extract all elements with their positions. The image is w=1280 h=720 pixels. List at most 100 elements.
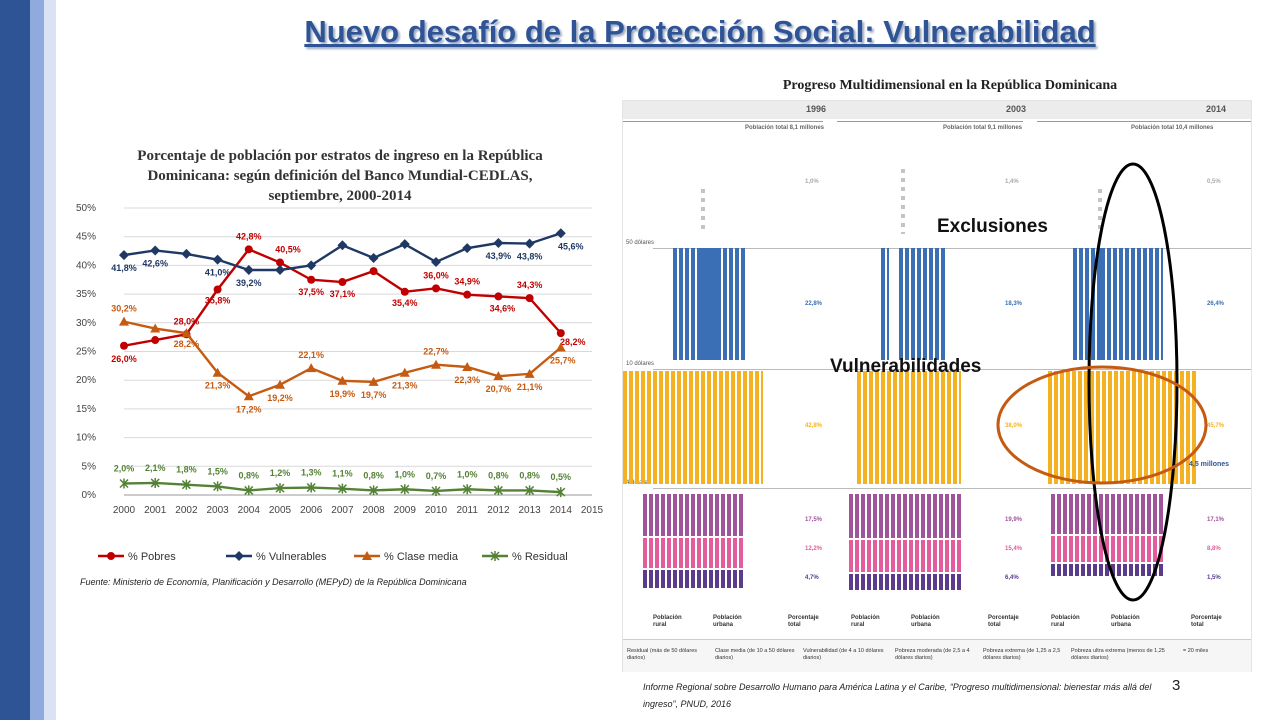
data-point bbox=[181, 479, 191, 490]
data-label: 0,8% bbox=[239, 470, 260, 480]
data-point bbox=[119, 478, 129, 489]
footer-total: Porcentaje total bbox=[988, 615, 1019, 628]
data-label: 45,6% bbox=[558, 241, 584, 251]
data-point bbox=[276, 258, 284, 267]
side-bar-pale bbox=[44, 0, 56, 720]
data-label: 34,9% bbox=[454, 277, 480, 287]
year-divider bbox=[1037, 121, 1251, 122]
y-tick-label: 5% bbox=[82, 461, 97, 472]
data-point bbox=[525, 485, 535, 496]
data-point bbox=[432, 284, 440, 293]
y-tick-label: 30% bbox=[76, 318, 96, 329]
data-point bbox=[181, 328, 192, 338]
data-point bbox=[556, 329, 565, 338]
ultra-poverty-pct: 1,5% bbox=[1207, 575, 1221, 581]
vulnerable-pct: 45,7% bbox=[1207, 423, 1225, 429]
data-point bbox=[150, 323, 161, 333]
data-point bbox=[275, 483, 285, 494]
data-label: 21,3% bbox=[205, 381, 231, 391]
footer-urban: Población urbana bbox=[911, 615, 940, 628]
data-label: 0,8% bbox=[363, 470, 384, 480]
data-label: 36,0% bbox=[423, 270, 449, 280]
data-point bbox=[431, 485, 441, 496]
data-label: 1,0% bbox=[395, 469, 416, 479]
data-point bbox=[337, 375, 348, 385]
middle-class-block bbox=[899, 248, 945, 360]
residual-pct: 0,5% bbox=[1207, 179, 1221, 185]
x-tick-label: 2013 bbox=[518, 505, 541, 516]
x-tick-label: 2007 bbox=[331, 505, 354, 516]
x-tick-label: 2015 bbox=[581, 505, 604, 516]
moderate-poverty-pct: 17,5% bbox=[805, 517, 823, 523]
level-label: 10 dólares bbox=[626, 361, 655, 367]
data-label: 43,8% bbox=[517, 252, 543, 262]
data-label: 19,2% bbox=[267, 393, 293, 403]
data-label: 28,2% bbox=[174, 339, 200, 349]
y-tick-label: 35% bbox=[76, 289, 96, 300]
data-label: 34,6% bbox=[490, 303, 516, 313]
legend-marker bbox=[107, 552, 115, 560]
infographic-title: Progreso Multidimensional en la Repúblic… bbox=[782, 78, 1118, 93]
x-tick-label: 2011 bbox=[456, 505, 478, 516]
data-label: 43,9% bbox=[486, 251, 512, 261]
infographic: 1996 2003 2014 Población total 8,1 millo… bbox=[622, 100, 1252, 672]
moderate-poverty-pct: 17,1% bbox=[1207, 517, 1225, 523]
x-tick-label: 2005 bbox=[269, 505, 292, 516]
data-point bbox=[306, 482, 316, 493]
data-point bbox=[369, 485, 379, 496]
data-point bbox=[462, 484, 472, 495]
data-label: 42,6% bbox=[142, 258, 168, 268]
middle-class-block bbox=[881, 248, 889, 360]
year-divider bbox=[623, 121, 823, 122]
moderate-poverty-block bbox=[1051, 494, 1163, 534]
legend-ultra-poverty: Pobreza ultra extrema (menos de 1,25 dól… bbox=[1071, 648, 1165, 661]
x-tick-label: 2009 bbox=[394, 505, 417, 516]
extreme-poverty-block bbox=[643, 538, 743, 568]
data-point bbox=[399, 239, 410, 250]
extreme-poverty-pct: 15,4% bbox=[1005, 546, 1023, 552]
exclusiones-label: Exclusiones bbox=[937, 216, 1048, 237]
moderate-poverty-block bbox=[643, 494, 743, 536]
data-point bbox=[400, 484, 410, 495]
data-label: 26,0% bbox=[111, 354, 137, 364]
vulnerabilidades-label: Vulnerabilidades bbox=[830, 356, 982, 377]
x-tick-label: 2000 bbox=[113, 505, 136, 516]
residual-block bbox=[1098, 189, 1102, 231]
data-point bbox=[524, 238, 535, 249]
legend-moderate-poverty: Pobreza moderada (de 2,5 a 4 dólares dia… bbox=[895, 648, 970, 661]
legend-residual: Residual (más de 50 dólares diarios) bbox=[627, 648, 698, 661]
exclusiones-ellipse bbox=[1087, 162, 1179, 602]
extreme-poverty-pct: 8,8% bbox=[1207, 546, 1221, 552]
data-label: 28,0% bbox=[174, 316, 200, 326]
data-label: 25,7% bbox=[550, 355, 576, 365]
data-point bbox=[212, 367, 223, 377]
middle-class-pct: 26,4% bbox=[1207, 301, 1225, 307]
data-point bbox=[337, 483, 347, 494]
data-point bbox=[213, 285, 222, 294]
data-point bbox=[337, 240, 348, 251]
data-label: 2,1% bbox=[145, 463, 166, 473]
y-tick-label: 20% bbox=[76, 375, 96, 386]
y-tick-label: 45% bbox=[76, 232, 96, 243]
side-bar-dark bbox=[0, 0, 30, 720]
ultra-poverty-block bbox=[849, 574, 963, 590]
year-label: 2003 bbox=[1006, 104, 1027, 114]
data-point bbox=[493, 371, 504, 381]
middle-class-block bbox=[699, 248, 745, 360]
data-point bbox=[275, 379, 285, 389]
data-point bbox=[150, 477, 160, 488]
year-label: 2014 bbox=[1206, 104, 1227, 114]
legend-scale: = 20 miles bbox=[1183, 648, 1209, 654]
data-label: 1,2% bbox=[270, 468, 291, 478]
data-point bbox=[119, 316, 129, 326]
legend-marker bbox=[362, 551, 372, 560]
vulnerable-pct: 38,0% bbox=[1005, 423, 1023, 429]
chart-title: Porcentaje de población por estratos de … bbox=[137, 148, 543, 204]
x-tick-label: 2001 bbox=[144, 505, 167, 516]
vulnerabilidades-ellipse bbox=[996, 365, 1208, 485]
moderate-poverty-pct: 19,9% bbox=[1005, 517, 1023, 523]
x-tick-label: 2006 bbox=[300, 505, 323, 516]
citation: Informe Regional sobre Desarrollo Humano… bbox=[643, 682, 1152, 709]
data-point bbox=[338, 278, 347, 287]
data-label: 1,5% bbox=[207, 466, 228, 476]
